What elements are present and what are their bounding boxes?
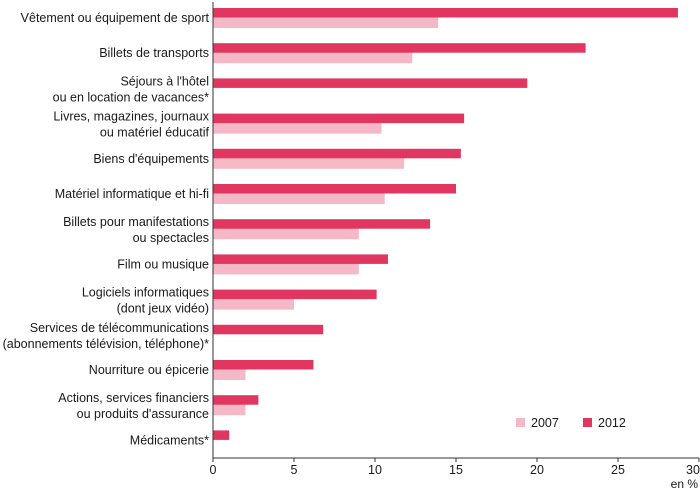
category-label: Biens d'équipements bbox=[93, 152, 209, 166]
x-tick-label: 5 bbox=[291, 463, 298, 477]
legend: 2007 2012 bbox=[516, 416, 626, 430]
bar-2012-0 bbox=[213, 8, 678, 18]
category-label: Matériel informatique et hi-fi bbox=[55, 187, 209, 201]
bars-group bbox=[213, 8, 678, 440]
legend-label-2012: 2012 bbox=[598, 416, 626, 430]
category-label: Vêtement ou équipement de sport bbox=[21, 11, 210, 25]
bar-2012-11 bbox=[213, 395, 259, 405]
bar-2012-6 bbox=[213, 219, 431, 229]
category-label: Séjours à l'hôtel ou en location de vacan… bbox=[53, 74, 209, 104]
category-label: Actions, services financiers ou produits … bbox=[58, 391, 209, 421]
bar-2007-8 bbox=[213, 298, 294, 310]
legend-swatch-2007 bbox=[516, 418, 525, 427]
bar-2007-10 bbox=[213, 369, 246, 380]
bar-2012-9 bbox=[213, 324, 324, 335]
bar-2012-1 bbox=[213, 43, 586, 53]
bar-2012-10 bbox=[213, 360, 314, 370]
category-labels: Vêtement ou équipement de sport Billets d… bbox=[3, 11, 210, 447]
bar-2012-3 bbox=[213, 113, 465, 124]
category-label: Billets pour manifestations ou spectacles bbox=[63, 215, 209, 245]
bar-2012-8 bbox=[213, 289, 377, 300]
bar-2007-1 bbox=[213, 52, 413, 64]
x-tick-label: 15 bbox=[449, 463, 463, 477]
x-tick-label: 10 bbox=[368, 463, 382, 477]
category-label: Services de télécommunications (abonnemen… bbox=[3, 321, 210, 351]
x-axis-ticks: 0 5 10 15 20 25 30 bbox=[210, 458, 700, 477]
category-label: Logiciels informatiques (dont jeux vidéo) bbox=[82, 286, 209, 316]
bar-2012-12 bbox=[213, 430, 230, 440]
bar-2012-2 bbox=[213, 78, 528, 88]
legend-swatch-2012 bbox=[583, 418, 592, 427]
x-tick-label: 20 bbox=[530, 463, 544, 477]
category-label: Médicaments* bbox=[130, 433, 209, 447]
bar-2007-0 bbox=[213, 17, 439, 28]
category-label: Billets de transports bbox=[99, 46, 209, 60]
bar-2007-3 bbox=[213, 122, 382, 134]
x-tick-label: 0 bbox=[210, 463, 217, 477]
bar-2007-7 bbox=[213, 263, 359, 275]
legend-label-2007: 2007 bbox=[531, 416, 559, 430]
category-label: Nourriture ou épicerie bbox=[89, 363, 209, 377]
bar-2007-11 bbox=[213, 404, 246, 416]
bar-2007-6 bbox=[213, 228, 359, 240]
bar-2007-5 bbox=[213, 193, 385, 204]
bar-2012-7 bbox=[213, 254, 388, 264]
bar-2012-5 bbox=[213, 184, 456, 194]
x-tick-label: 30 bbox=[686, 463, 700, 477]
category-label: Film ou musique bbox=[117, 257, 209, 271]
x-tick-label: 25 bbox=[611, 463, 625, 477]
bar-2007-4 bbox=[213, 157, 405, 169]
x-axis-unit: en % bbox=[671, 477, 699, 490]
category-label: Livres, magazines, journaux ou matériel é… bbox=[53, 110, 209, 140]
bar-2012-4 bbox=[213, 148, 461, 159]
